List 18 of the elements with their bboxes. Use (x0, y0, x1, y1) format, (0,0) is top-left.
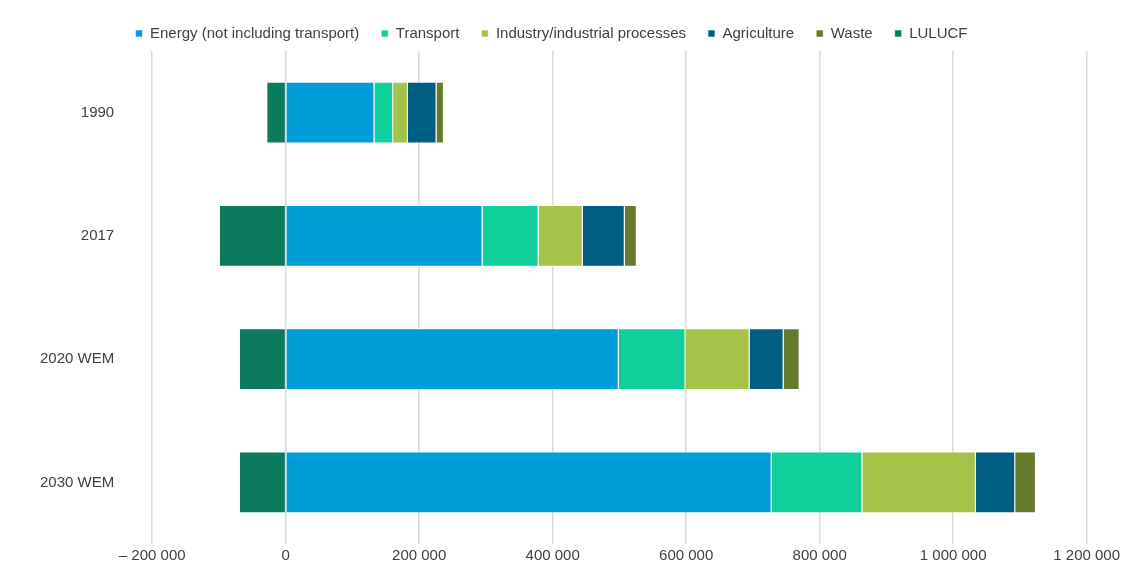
y-tick-label: 2017 (80, 226, 115, 244)
x-tick-label: 800 000 (792, 546, 847, 564)
x-tick-label: 600 000 (659, 546, 714, 564)
legend-label: Industry/industrial processes (495, 23, 687, 41)
y-tick-label: 2030 WEM (39, 472, 115, 490)
x-tick-label: – 200 000 (118, 546, 186, 564)
x-tick-label: 1 200 000 (1053, 546, 1120, 564)
x-tick-label: 200 000 (392, 546, 447, 564)
legend-label: Transport (395, 23, 461, 41)
legend-label: Waste (830, 23, 873, 41)
x-tick-label: 400 000 (525, 546, 580, 564)
y-tick-label: 2020 WEM (39, 349, 115, 367)
y-tick-label: 1990 (80, 102, 115, 120)
legend-label: LULUCF (909, 23, 968, 41)
x-tick-label: 0 (281, 546, 290, 564)
legend-label: Agriculture (722, 23, 795, 41)
x-tick-label: 1 000 000 (919, 546, 987, 564)
legend-label: Energy (not including transport) (150, 23, 360, 41)
